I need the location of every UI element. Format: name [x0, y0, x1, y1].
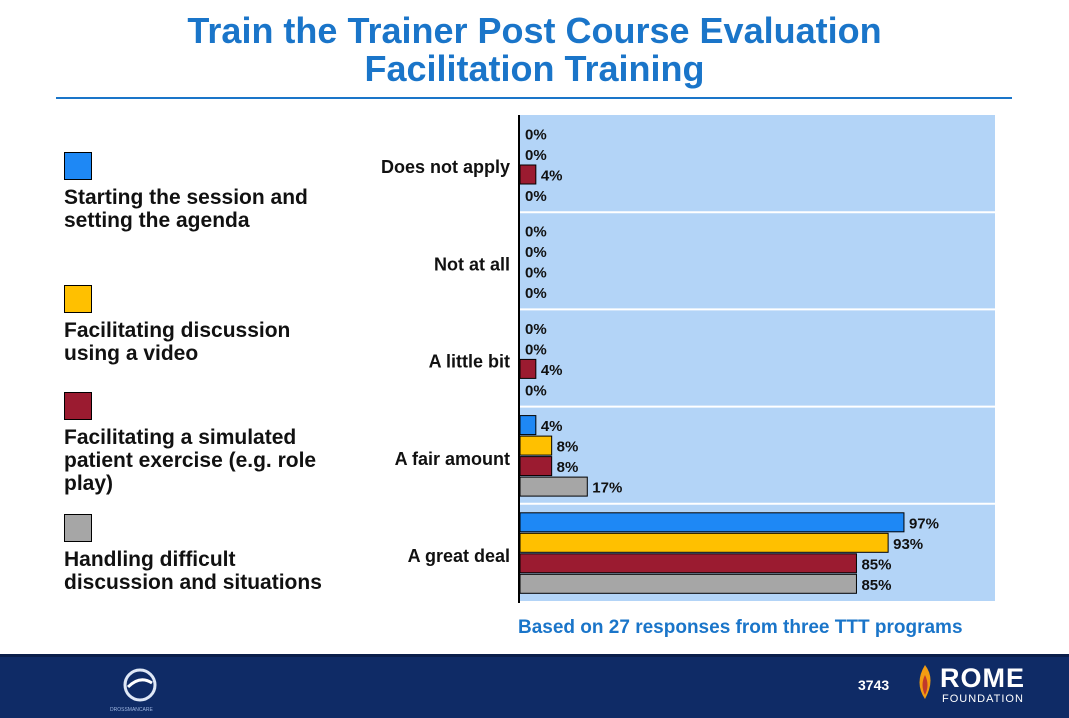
bar: [519, 476, 588, 497]
legend-swatch: [64, 285, 92, 313]
value-label: 85%: [861, 556, 891, 573]
logo-sub: FOUNDATION: [942, 693, 1024, 705]
bar: [519, 435, 553, 456]
title: Train the Trainer Post Course Evaluation: [187, 10, 882, 51]
left-logo: DROSSMANCARE: [110, 707, 153, 713]
value-label: 97%: [909, 515, 939, 532]
legend-label: Facilitating discussion using a video: [64, 319, 291, 365]
value-label: 93%: [893, 536, 923, 553]
logo: ROME: [940, 663, 1025, 693]
bar: [519, 164, 537, 185]
value-label: 0%: [525, 244, 547, 261]
legend-item: Starting the session and setting the age…: [64, 152, 344, 232]
note: Based on 27 responses from three TTT pro…: [518, 617, 963, 638]
rome-flame: [919, 665, 931, 699]
legend-swatch: [64, 152, 92, 180]
value-label: 0%: [525, 147, 547, 164]
category-label: Not at all: [434, 254, 510, 274]
legend-label: Facilitating a simulated patient exercis…: [64, 426, 317, 495]
bar: [519, 553, 857, 574]
value-label: 4%: [541, 418, 563, 435]
bar: [519, 358, 537, 379]
legend-swatch: [64, 392, 92, 420]
footer: DROSSMANCARE 3743 ROME FOUNDATION: [0, 654, 1069, 718]
bar: [519, 573, 857, 594]
value-label: 17%: [592, 480, 622, 497]
subtitle: Facilitation Training: [364, 48, 705, 89]
value-label: 0%: [525, 382, 547, 399]
legend-label: Handling difficult discussion and situat…: [64, 548, 322, 594]
bar: [519, 532, 889, 553]
value-label: 0%: [525, 224, 547, 241]
category-label: A great deal: [408, 546, 510, 566]
bar: [519, 456, 553, 477]
title-rule: [56, 97, 1012, 99]
slide-number: 3743: [858, 677, 890, 693]
value-label: 0%: [525, 265, 547, 282]
value-label: 0%: [525, 321, 547, 338]
legend-item: Handling difficult discussion and situat…: [64, 514, 344, 594]
category-label: A fair amount: [395, 449, 510, 469]
bar: [519, 415, 537, 436]
category-label: A little bit: [429, 352, 510, 372]
category-label: Does not apply: [381, 157, 510, 177]
value-label: 0%: [525, 285, 547, 302]
legend-label: Starting the session and setting the age…: [64, 186, 308, 232]
value-label: 4%: [541, 167, 563, 184]
value-label: 0%: [525, 126, 547, 143]
value-label: 85%: [861, 577, 891, 594]
value-label: 0%: [525, 188, 547, 205]
value-label: 0%: [525, 341, 547, 358]
legend-swatch: [64, 514, 92, 542]
drossman-icon: [123, 668, 157, 702]
legend-item: Facilitating discussion using a video: [64, 285, 344, 365]
value-label: 8%: [557, 439, 579, 456]
value-label: 8%: [557, 459, 579, 476]
value-label: 4%: [541, 362, 563, 379]
bar: [519, 512, 905, 533]
legend-item: Facilitating a simulated patient exercis…: [64, 392, 344, 495]
